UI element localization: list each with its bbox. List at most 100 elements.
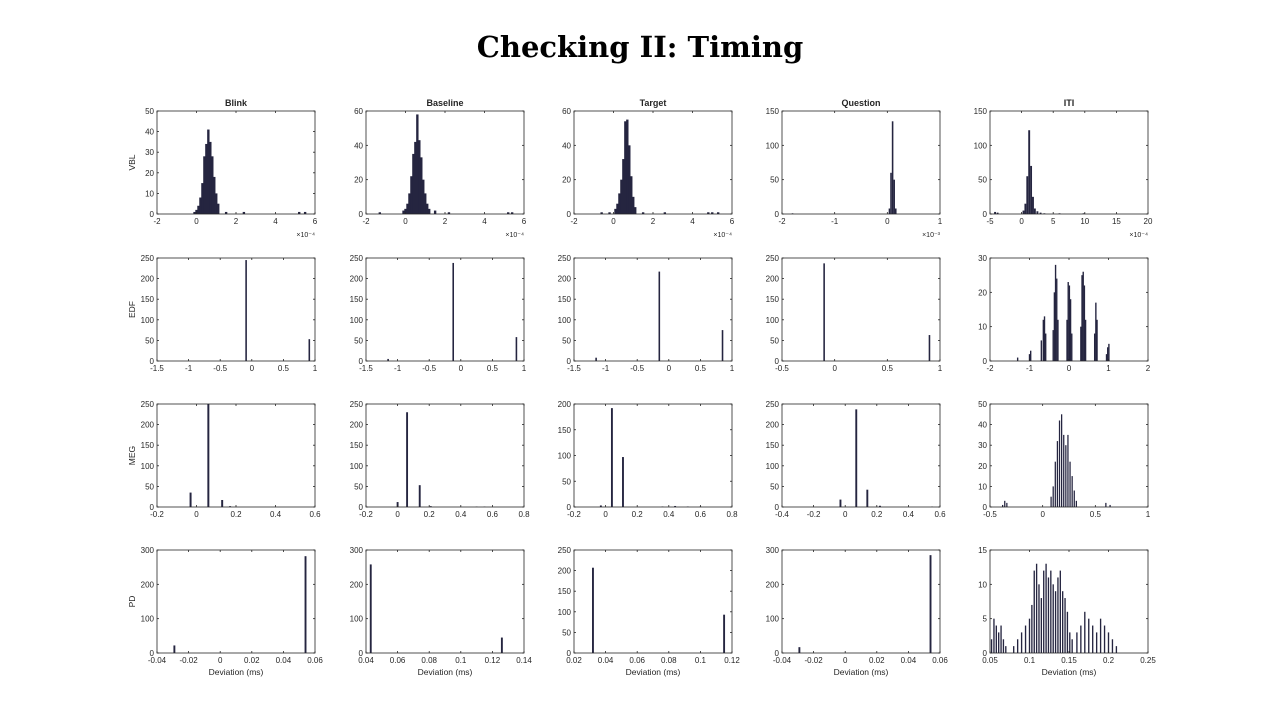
bar <box>610 408 613 507</box>
bar <box>1022 210 1025 214</box>
bar <box>1024 625 1027 653</box>
subplot-pd-blink: -0.04 -0.02 0 0.02 0.04 0.06 0 100 200 300 Deviati… <box>127 546 323 677</box>
subplot-title: Question <box>841 98 880 108</box>
x-tick-label: 0.04 <box>901 656 917 665</box>
y-tick-label: 100 <box>558 452 572 461</box>
bar <box>303 211 307 214</box>
bar <box>515 337 518 361</box>
bar <box>1071 476 1073 507</box>
bar <box>1060 414 1063 507</box>
bar <box>1035 563 1038 653</box>
x-tick-label: 0.4 <box>903 510 915 519</box>
bar <box>424 193 427 214</box>
y-tick-label: 40 <box>354 141 363 150</box>
bar <box>193 211 196 214</box>
bar <box>890 172 892 214</box>
bar <box>1103 625 1106 653</box>
y-tick-label: 250 <box>350 254 364 263</box>
bar <box>1006 502 1008 507</box>
x-tick-label: -0.04 <box>148 656 167 665</box>
x-tick-label: 1 <box>938 217 943 226</box>
x-tick-label: 0.6 <box>934 510 946 519</box>
bar <box>990 639 993 653</box>
x-tick-label: 0.5 <box>487 364 499 373</box>
x-tick-label: 0 <box>667 364 672 373</box>
y-tick-label: 0 <box>983 210 988 219</box>
x-tick-label: 6 <box>730 217 735 226</box>
y-tick-label: 30 <box>978 254 987 263</box>
y-tick-label: 100 <box>558 316 572 325</box>
bar <box>1068 285 1071 361</box>
bar <box>207 129 210 214</box>
x-tick-label: -1 <box>394 364 402 373</box>
y-tick-label: 40 <box>562 141 571 150</box>
y-tick-label: 250 <box>766 254 780 263</box>
y-tick-label: 150 <box>558 587 572 596</box>
y-tick-label: 20 <box>978 288 987 297</box>
x-tick-label: 0.08 <box>421 656 437 665</box>
x-tick-label: 5 <box>1051 217 1056 226</box>
bar <box>1069 299 1072 361</box>
y-tick-label: 10 <box>978 323 987 332</box>
y-tick-label: 20 <box>354 176 363 185</box>
bar <box>891 121 894 214</box>
y-tick-label: 50 <box>770 482 779 491</box>
bar <box>195 209 198 214</box>
x-tick-label: 0.12 <box>485 656 501 665</box>
bar <box>1105 502 1107 507</box>
x-tick-label: 2 <box>651 217 656 226</box>
x-tick-label: 2 <box>1146 364 1151 373</box>
y-tick-label: 150 <box>350 441 364 450</box>
bar <box>1071 639 1073 653</box>
bar <box>199 197 202 214</box>
bar <box>298 211 301 214</box>
y-tick-label: 30 <box>978 441 987 450</box>
bar <box>510 212 514 214</box>
bar <box>707 212 710 214</box>
x-tick-label: 0 <box>1019 217 1024 226</box>
bar <box>1063 434 1065 507</box>
y-tick-label: 150 <box>766 107 780 116</box>
bar <box>420 157 423 214</box>
x-tick-label: 0.04 <box>358 656 374 665</box>
x-tick-label: 0.2 <box>230 510 242 519</box>
bar <box>711 212 714 214</box>
y-tick-label: 200 <box>350 421 364 430</box>
y-axis-label: EDF <box>127 301 137 318</box>
y-tick-label: 100 <box>350 462 364 471</box>
bar <box>1002 639 1005 653</box>
x-tick-label: 0.06 <box>932 656 948 665</box>
bar <box>1092 625 1094 653</box>
bar <box>1033 570 1035 653</box>
x-tick-label: 0 <box>1067 364 1072 373</box>
x-tick-label: 0.5 <box>278 364 290 373</box>
bar <box>1108 343 1110 361</box>
x-tick-label: -2 <box>986 364 994 373</box>
bar <box>429 506 432 507</box>
x-tick-label: 0 <box>459 364 464 373</box>
bar <box>1045 563 1047 653</box>
y-tick-label: 250 <box>141 254 155 263</box>
bar <box>1042 319 1045 361</box>
bar <box>998 632 1000 653</box>
bar <box>1054 461 1056 507</box>
bar <box>628 145 631 214</box>
bar <box>996 212 999 214</box>
bar <box>888 208 891 214</box>
x-tick-label: 0.5 <box>882 364 894 373</box>
bar <box>1028 618 1031 653</box>
y-tick-label: 0 <box>775 649 780 658</box>
bar <box>418 140 421 214</box>
x-tick-label: 0 <box>603 510 608 519</box>
y-tick-label: 200 <box>766 580 780 589</box>
x-tick-label: 0.02 <box>566 656 582 665</box>
bar <box>217 203 220 214</box>
x-tick-label: 0 <box>395 510 400 519</box>
bar <box>242 211 246 214</box>
bar <box>879 505 881 507</box>
y-tick-label: 0 <box>150 503 155 512</box>
x-tick-label: 0.2 <box>1103 656 1115 665</box>
x-exponent-label: ×10⁻⁴ <box>1129 232 1148 239</box>
bar <box>1099 618 1102 653</box>
